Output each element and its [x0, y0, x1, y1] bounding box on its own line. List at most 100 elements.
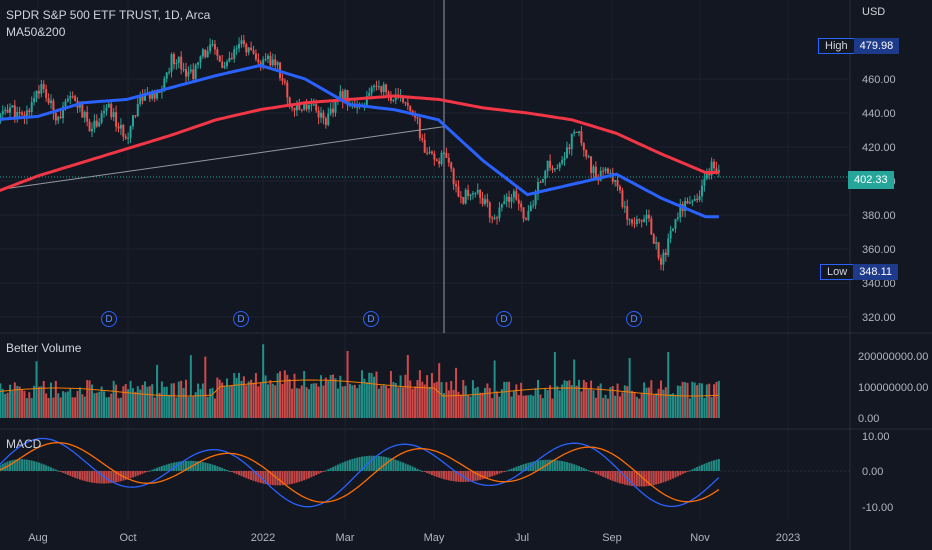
candle-body [377, 86, 380, 88]
macd-histogram-bar [445, 471, 448, 480]
macd-histogram-bar [170, 463, 173, 471]
candle-body [103, 111, 106, 114]
macd-histogram-bar [271, 471, 274, 486]
ma-indicator-label[interactable]: MA50&200 [6, 25, 66, 39]
macd-histogram-bar [317, 471, 320, 474]
volume-bar [310, 383, 313, 418]
volume-bar [122, 386, 125, 418]
candle-body [11, 105, 14, 108]
candle-body [158, 92, 161, 94]
macd-histogram-bar [329, 467, 332, 471]
macd-indicator-label[interactable]: MACD [6, 437, 42, 451]
dividend-marker[interactable]: D [626, 311, 642, 327]
candle-body [339, 91, 342, 98]
volume-bar [57, 393, 60, 418]
macd-histogram-bar [194, 461, 197, 471]
macd-histogram-bar [546, 459, 549, 471]
candle-body [151, 91, 154, 99]
candle-body [640, 220, 643, 222]
macd-histogram-bar [305, 471, 308, 480]
macd-histogram-bar [631, 471, 634, 486]
macd-histogram-bar [640, 471, 643, 487]
candle-body [469, 194, 472, 197]
macd-histogram-bar [474, 471, 477, 481]
candle-body [225, 61, 228, 66]
volume-indicator-label[interactable]: Better Volume [6, 341, 82, 355]
macd-histogram-bar [392, 459, 395, 471]
candle-body [481, 197, 484, 205]
macd-histogram-bar [107, 471, 110, 484]
volume-pane[interactable] [0, 344, 720, 418]
candle-body [546, 160, 549, 172]
macd-histogram-bar [100, 471, 103, 484]
volume-bar [587, 388, 590, 418]
candle-body [553, 168, 556, 170]
volume-bar [450, 380, 453, 418]
volume-bar [611, 386, 614, 418]
macd-histogram-bar [650, 471, 653, 486]
candle-body [139, 94, 142, 105]
macd-histogram-bar [35, 461, 38, 471]
candle-body [563, 157, 566, 161]
macd-histogram-bar [703, 463, 706, 471]
volume-bar [134, 391, 137, 418]
volume-bar [544, 388, 547, 418]
candle-body [493, 217, 496, 219]
volume-bar [696, 385, 699, 418]
candle-body [254, 53, 257, 60]
dividend-marker[interactable]: D [363, 311, 379, 327]
macd-pane[interactable] [0, 437, 850, 508]
symbol-title[interactable]: SPDR S&P 500 ETF TRUST, 1D, Arca [6, 8, 211, 22]
macd-histogram-bar [105, 471, 108, 484]
macd-histogram-bar [406, 464, 409, 471]
macd-histogram-bar [341, 462, 344, 471]
candle-body [64, 101, 67, 107]
dividend-marker[interactable]: D [496, 311, 512, 327]
macd-histogram-bar [368, 455, 371, 471]
macd-histogram-bar [144, 471, 147, 473]
candle-body [551, 167, 554, 170]
volume-bar [491, 398, 494, 418]
candle-body [488, 202, 491, 218]
candle-body [177, 56, 180, 64]
volume-bar [618, 396, 621, 418]
volume-bar [13, 382, 16, 418]
macd-histogram-bar [669, 471, 672, 480]
candle-body [238, 43, 241, 49]
volume-bar [100, 386, 103, 418]
macd-histogram-bar [332, 466, 335, 471]
dividend-marker[interactable]: D [101, 311, 117, 327]
macd-histogram-bar [283, 471, 286, 486]
macd-histogram-bar [457, 471, 460, 482]
macd-histogram-bar [575, 465, 578, 471]
candle-body [47, 98, 50, 104]
volume-bar [647, 387, 650, 418]
macd-histogram-bar [303, 471, 306, 481]
macd-histogram-bar [83, 471, 86, 482]
dividend-marker[interactable]: D [233, 311, 249, 327]
macd-histogram-bar [370, 455, 373, 471]
macd-histogram-bar [274, 471, 277, 486]
macd-histogram-bar [549, 459, 552, 471]
candle-body [652, 234, 655, 244]
macd-histogram-bar [93, 471, 96, 483]
volume-bar [681, 381, 684, 418]
macd-histogram-bar [168, 463, 171, 471]
candle-body [650, 218, 653, 235]
macd-histogram-bar [430, 471, 433, 476]
price-pane[interactable] [0, 0, 850, 333]
macd-histogram-bar [662, 471, 665, 483]
macd-histogram-bar [524, 463, 527, 471]
candle-body [6, 109, 9, 113]
candle-body [471, 193, 474, 195]
macd-histogram-bar [556, 460, 559, 471]
volume-bar [686, 382, 689, 418]
macd-histogram-bar [156, 467, 159, 471]
volume-bar [187, 397, 190, 418]
macd-histogram-bar [397, 460, 400, 471]
macd-histogram-bar [592, 471, 595, 473]
volume-bar [452, 389, 455, 418]
volume-bar [486, 383, 489, 418]
candle-body [541, 178, 544, 183]
